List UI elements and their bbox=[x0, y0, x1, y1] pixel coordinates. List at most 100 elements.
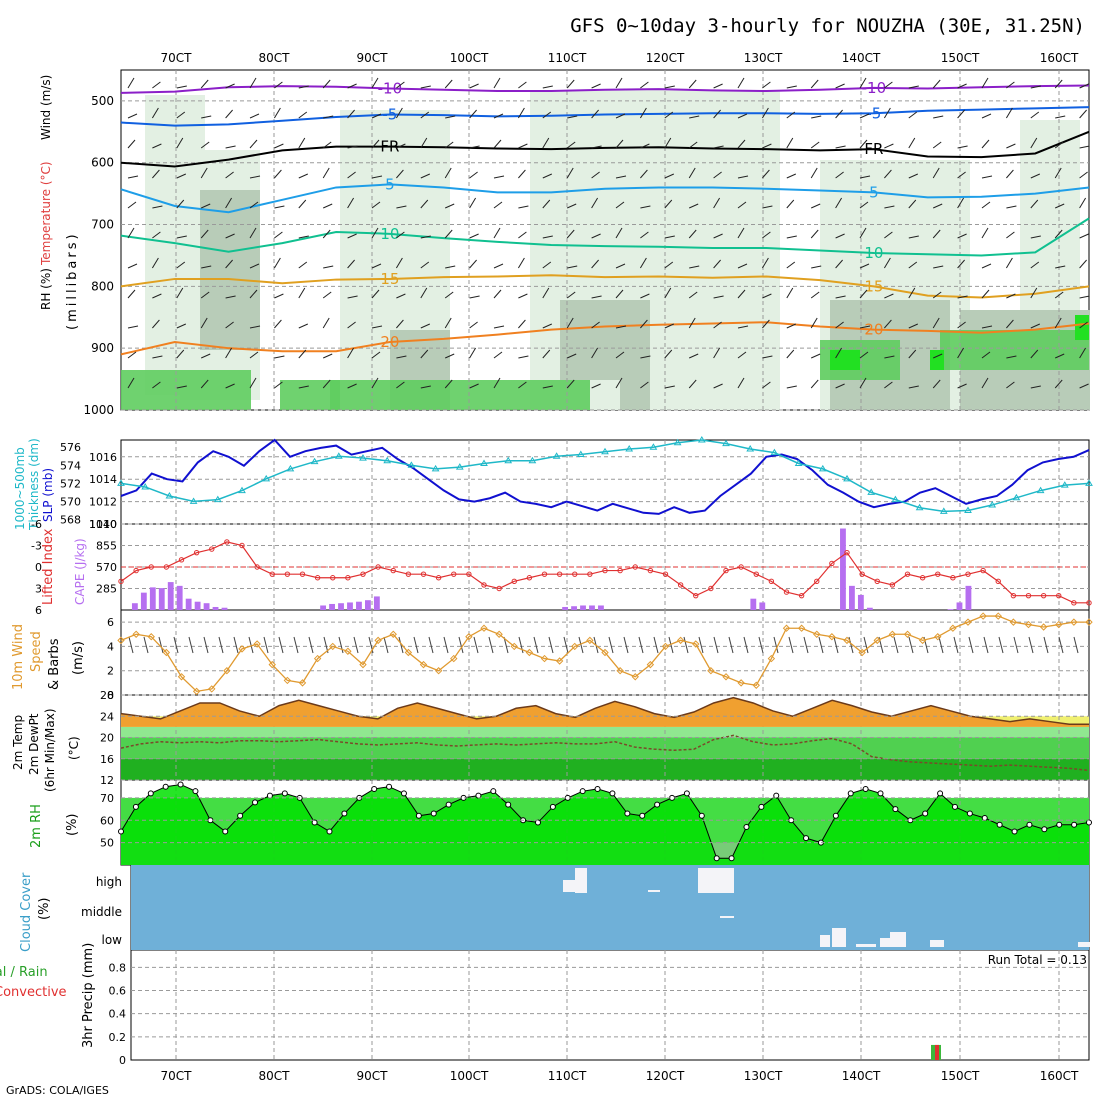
rh2m-pt-39 bbox=[698, 812, 705, 819]
barb-10-36 bbox=[1006, 381, 1015, 389]
barb-5-7 bbox=[298, 235, 309, 239]
rh2m-pt-4 bbox=[177, 781, 184, 788]
barb-0-15 bbox=[493, 77, 501, 89]
barb-10-4 bbox=[225, 383, 235, 389]
cape-ytick-1: 855 bbox=[96, 540, 117, 553]
rh-shade-bright-0 bbox=[830, 350, 860, 370]
rh2m-pt-64 bbox=[1071, 821, 1078, 828]
cape-bar-28 bbox=[373, 596, 380, 610]
wind-speed-pt-38 bbox=[692, 640, 700, 648]
li-pt-61 bbox=[1040, 592, 1047, 599]
barb-0-30 bbox=[859, 77, 867, 89]
slp-ytick-3: 1010 bbox=[89, 518, 117, 531]
thickness-pt-37 bbox=[1012, 493, 1021, 501]
li-pt-58 bbox=[995, 578, 1001, 585]
li-pt-45 bbox=[798, 592, 805, 599]
li-pt-63 bbox=[1071, 600, 1077, 606]
barb-7-4 bbox=[225, 295, 236, 299]
wind-speed-pt-17 bbox=[374, 636, 382, 645]
panel-frame-7 bbox=[130, 949, 1090, 1061]
thickness-pt-4 bbox=[213, 495, 222, 503]
li-pt-36 bbox=[662, 571, 669, 577]
thickness-pt-12 bbox=[407, 461, 416, 468]
barb-0-25 bbox=[737, 77, 745, 89]
thickness-pt-24 bbox=[697, 436, 706, 443]
barb-1-6 bbox=[273, 107, 281, 119]
contour-label2-0: -10 bbox=[862, 79, 887, 97]
x-tick-bottom-7: 140CT bbox=[842, 1069, 881, 1083]
barb-2-26 bbox=[762, 143, 772, 149]
temp-ytick-4: 12 bbox=[100, 774, 114, 787]
barb-0-10 bbox=[371, 77, 379, 89]
li-ytick-2: 0 bbox=[35, 561, 42, 574]
cloud-block-7 bbox=[856, 944, 876, 947]
barb-2-19 bbox=[591, 145, 602, 149]
barb-1-5 bbox=[249, 113, 260, 119]
barb-10-35 bbox=[981, 377, 989, 389]
barb-0-22 bbox=[664, 85, 675, 89]
contour-6 bbox=[120, 321, 1090, 356]
barb-1-34 bbox=[957, 109, 965, 119]
temperature-label: Temperature (°C) bbox=[39, 161, 53, 266]
barb-7-6 bbox=[274, 293, 284, 299]
cloud-label: Cloud Cover bbox=[19, 872, 34, 952]
barb-10-37 bbox=[1030, 385, 1041, 389]
wind-speed-pt-50 bbox=[873, 636, 881, 645]
barb-4-0 bbox=[127, 201, 137, 209]
barb-3-24 bbox=[713, 171, 722, 179]
barb-9-21 bbox=[640, 355, 651, 359]
wind10-barb-37 bbox=[683, 636, 689, 654]
li-pt-30 bbox=[572, 571, 578, 577]
wind-speed-pt-22 bbox=[450, 654, 458, 663]
barb-9-34 bbox=[957, 347, 965, 359]
barb-7-23 bbox=[688, 291, 698, 299]
wind10-barb-40 bbox=[728, 636, 734, 654]
barb-9-31 bbox=[884, 355, 895, 359]
barb-9-7 bbox=[298, 349, 307, 359]
wind10-barb-32 bbox=[608, 636, 614, 654]
barb-10-34 bbox=[957, 383, 967, 389]
barb-8-8 bbox=[322, 317, 330, 329]
barb-5-24 bbox=[713, 233, 723, 239]
barb-7-16 bbox=[518, 293, 528, 299]
barb-9-2 bbox=[176, 349, 185, 359]
barb-4-10 bbox=[371, 201, 381, 209]
barb-6-29 bbox=[835, 259, 843, 269]
wind-speed-pt-29 bbox=[555, 657, 564, 665]
barb-10-38 bbox=[1054, 379, 1063, 389]
barb-5-31 bbox=[884, 231, 893, 239]
barb-5-8 bbox=[322, 229, 331, 239]
rh2m-pt-38 bbox=[683, 790, 690, 797]
barb-10-30 bbox=[859, 377, 867, 389]
precip-total-legend: Total / Rain bbox=[0, 965, 48, 980]
li-pt-35 bbox=[647, 567, 654, 574]
cape-bar-6 bbox=[176, 585, 183, 610]
barb-5-6 bbox=[274, 231, 283, 239]
barb-6-5 bbox=[249, 263, 260, 269]
wind10-barb-49 bbox=[863, 636, 869, 654]
barb-4-37 bbox=[1030, 199, 1039, 209]
wind10-barb-33 bbox=[623, 636, 629, 654]
wind10-barb-27 bbox=[533, 636, 539, 654]
barb-2-21 bbox=[640, 143, 650, 149]
barb-8-13 bbox=[444, 317, 452, 329]
barb-3-32 bbox=[908, 173, 919, 179]
thickness-pt-40 bbox=[1085, 479, 1093, 486]
cape-bar-4 bbox=[158, 588, 165, 610]
footer-credit: GrADS: COLA/IGES bbox=[6, 1084, 109, 1097]
thickness-pt-29 bbox=[818, 464, 827, 472]
li-pt-38 bbox=[693, 592, 699, 599]
barb-4-9 bbox=[347, 197, 355, 209]
wind-speed-pt-28 bbox=[540, 654, 549, 663]
barb-8-38 bbox=[1054, 317, 1062, 329]
barb-0-29 bbox=[835, 83, 845, 89]
barb-1-23 bbox=[689, 115, 700, 119]
wind-speed-pt-46 bbox=[813, 630, 821, 638]
wind-speed-pt-49 bbox=[858, 648, 866, 657]
cape-bar-23 bbox=[329, 603, 335, 610]
wind-speed-pt-64 bbox=[1085, 618, 1093, 626]
rh2m-pt-20 bbox=[415, 812, 422, 819]
wind-speed-pt-16 bbox=[359, 660, 367, 669]
barb-2-16 bbox=[518, 143, 528, 149]
barb-6-21 bbox=[639, 257, 647, 269]
